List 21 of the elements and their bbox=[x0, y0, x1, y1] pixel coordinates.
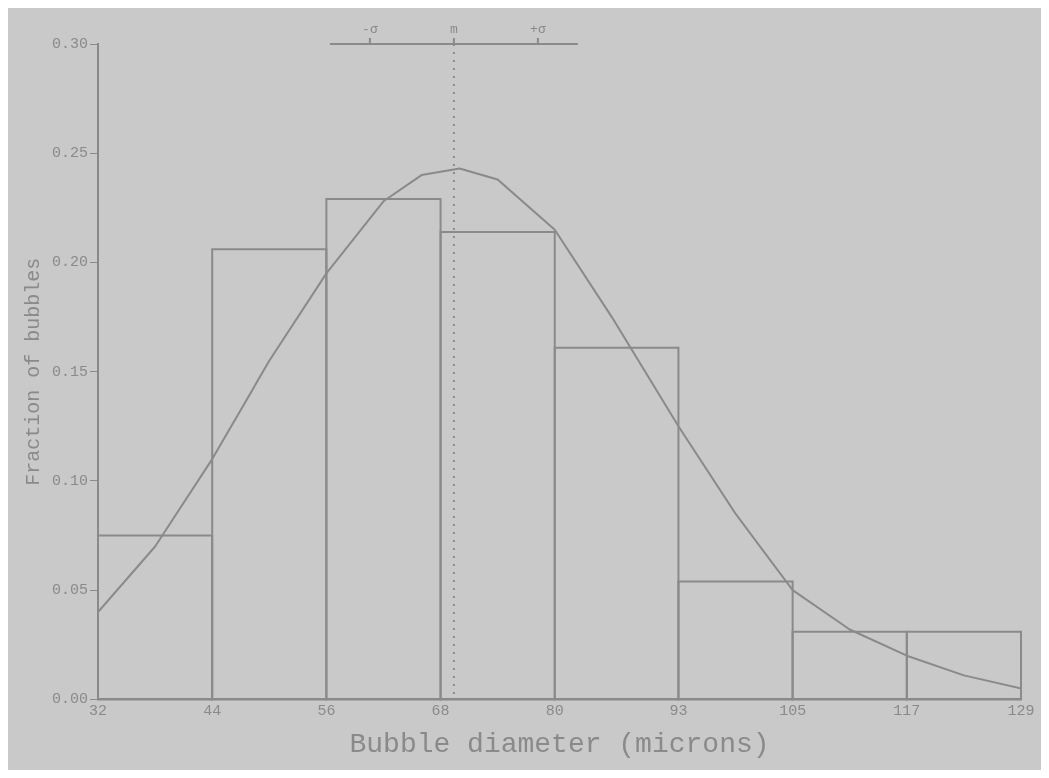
y-tick-label: 0.05 bbox=[51, 582, 89, 600]
x-tick-label: 56 bbox=[317, 703, 336, 721]
text: +σ bbox=[530, 21, 546, 37]
x-axis-title: Bubble diameter (microns) bbox=[349, 728, 770, 760]
y-tick-label: 0.15 bbox=[51, 363, 89, 381]
y-tick-label: 0.00 bbox=[51, 691, 89, 709]
y-tick-label: 0.30 bbox=[51, 35, 89, 53]
ref-line-label: m bbox=[449, 21, 458, 37]
x-tick-label: 93 bbox=[669, 703, 688, 721]
x-tick-label: 80 bbox=[545, 703, 564, 721]
y-tick-label: 0.20 bbox=[51, 254, 89, 272]
y-axis-title: Fraction of bubbles bbox=[22, 257, 46, 486]
x-tick-label: 44 bbox=[203, 703, 222, 721]
text: -σ bbox=[362, 21, 378, 37]
x-tick-label: 129 bbox=[1007, 703, 1035, 721]
x-tick-label: 68 bbox=[431, 703, 450, 721]
x-tick-label: 32 bbox=[89, 703, 108, 721]
y-tick-label: 0.25 bbox=[51, 145, 89, 163]
x-tick-label: 105 bbox=[779, 703, 807, 721]
x-tick-label: 117 bbox=[893, 703, 921, 721]
y-tick-label: 0.10 bbox=[51, 472, 89, 490]
